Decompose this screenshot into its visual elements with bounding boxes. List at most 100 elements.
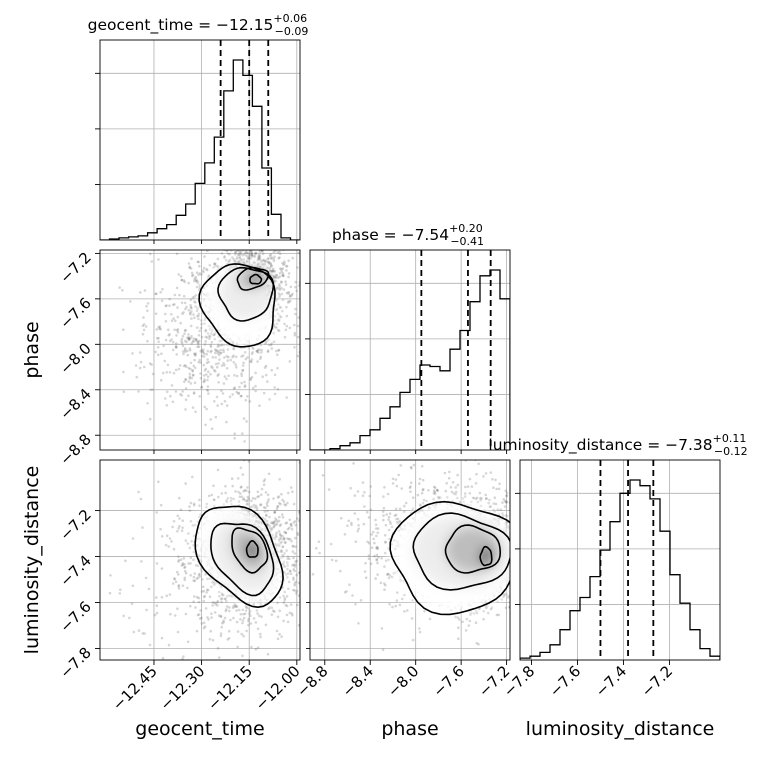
sample-point	[235, 242, 238, 245]
sample-point	[279, 306, 282, 309]
sample-point	[176, 253, 179, 256]
sample-point	[275, 326, 278, 329]
sample-point	[197, 261, 200, 264]
sample-point	[494, 496, 497, 499]
sample-point	[170, 540, 173, 543]
sample-point	[281, 274, 284, 277]
sample-point	[198, 499, 201, 502]
sample-point	[255, 648, 258, 651]
sample-point	[492, 509, 495, 512]
sample-point	[245, 255, 248, 258]
sample-point	[511, 569, 514, 572]
sample-point	[517, 540, 520, 543]
sample-point	[484, 494, 487, 497]
sample-point	[143, 366, 146, 369]
sample-point	[212, 334, 215, 337]
sample-point	[464, 492, 467, 495]
sample-point	[257, 259, 260, 262]
sample-point	[290, 486, 293, 489]
sample-point	[513, 576, 516, 579]
sample-point	[421, 492, 424, 495]
sample-point	[206, 389, 209, 392]
sample-point	[205, 408, 208, 411]
sample-point	[190, 267, 193, 270]
sample-point	[217, 362, 220, 365]
sample-point	[418, 627, 421, 630]
sample-point	[267, 653, 270, 656]
sample-point	[245, 241, 248, 244]
sample-point	[285, 604, 288, 607]
sample-point	[155, 292, 158, 295]
sample-point	[170, 338, 173, 341]
sample-point	[517, 466, 520, 469]
sample-point	[287, 492, 290, 495]
sample-point	[511, 534, 514, 537]
sample-point	[190, 502, 193, 505]
sample-point	[501, 501, 504, 504]
sample-point	[132, 537, 135, 540]
sample-point	[293, 346, 296, 349]
sample-point	[184, 329, 187, 332]
sample-point	[210, 586, 213, 589]
sample-point	[181, 529, 184, 532]
sample-point	[187, 282, 190, 285]
sample-point	[238, 247, 241, 250]
sample-point	[234, 490, 237, 493]
sample-point	[181, 279, 184, 282]
sample-point	[198, 284, 201, 287]
sample-point	[233, 386, 236, 389]
sample-point	[243, 240, 246, 243]
sample-point	[223, 344, 226, 347]
sample-point	[232, 607, 235, 610]
sample-point	[189, 605, 192, 608]
sample-point	[403, 505, 406, 508]
sample-point	[523, 537, 526, 540]
sample-point	[313, 284, 316, 287]
sample-point	[318, 586, 321, 589]
sample-point	[176, 329, 179, 332]
sample-point	[256, 496, 259, 499]
sample-point	[169, 613, 172, 616]
sample-point	[257, 628, 260, 631]
sample-point	[109, 592, 112, 595]
sample-point	[383, 588, 386, 591]
sample-point	[363, 491, 366, 494]
sample-point	[222, 348, 225, 351]
sample-point	[215, 416, 218, 419]
sample-point	[260, 615, 263, 618]
sample-point	[491, 606, 494, 609]
sample-point	[395, 518, 398, 521]
sample-point	[505, 607, 508, 610]
sample-point	[317, 521, 320, 524]
sample-point	[232, 617, 235, 620]
sample-point	[192, 600, 195, 603]
sample-point	[375, 524, 378, 527]
sample-point	[272, 227, 275, 230]
sample-point	[192, 313, 195, 316]
sample-point	[512, 518, 515, 521]
sample-point	[203, 267, 206, 270]
sample-point	[175, 345, 178, 348]
sample-point	[193, 359, 196, 362]
sample-point	[217, 258, 220, 261]
sample-point	[188, 380, 191, 383]
sample-point	[510, 516, 513, 519]
sample-point	[504, 505, 507, 508]
sample-point	[193, 503, 196, 506]
sample-point	[175, 369, 178, 372]
sample-point	[143, 329, 146, 332]
sample-point	[165, 544, 168, 547]
sample-point	[200, 319, 203, 322]
sample-point	[461, 621, 464, 624]
sample-point	[286, 561, 289, 564]
sample-point	[380, 557, 383, 560]
sample-point	[118, 286, 121, 289]
sample-point	[156, 337, 159, 340]
sample-point	[275, 277, 278, 280]
sample-point	[389, 574, 392, 577]
sample-point	[119, 589, 122, 592]
sample-point	[206, 269, 209, 272]
sample-point	[172, 349, 175, 352]
sample-point	[271, 613, 274, 616]
sample-point	[425, 500, 428, 503]
